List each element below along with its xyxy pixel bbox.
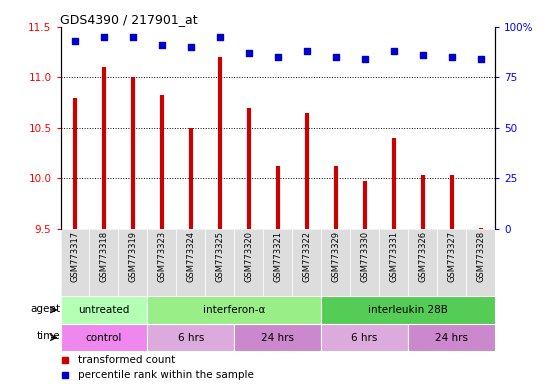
- Bar: [263, 229, 292, 296]
- Point: [186, 44, 195, 50]
- Bar: [292, 229, 321, 296]
- Bar: [60, 324, 147, 351]
- Text: GSM773321: GSM773321: [273, 231, 282, 282]
- Text: 24 hrs: 24 hrs: [261, 333, 294, 343]
- Bar: [60, 296, 147, 324]
- Text: percentile rank within the sample: percentile rank within the sample: [78, 370, 254, 380]
- Text: untreated: untreated: [78, 305, 130, 315]
- Point: [331, 54, 340, 60]
- Text: agent: agent: [30, 303, 60, 313]
- Bar: [118, 229, 147, 296]
- Text: transformed count: transformed count: [78, 356, 175, 366]
- Bar: [177, 229, 205, 296]
- Point: [389, 48, 398, 54]
- Bar: [205, 229, 234, 296]
- Point: [216, 34, 224, 40]
- Text: time: time: [37, 331, 60, 341]
- Text: GSM773320: GSM773320: [244, 231, 254, 282]
- Point: [157, 42, 166, 48]
- Bar: [408, 324, 495, 351]
- Text: GDS4390 / 217901_at: GDS4390 / 217901_at: [60, 13, 198, 26]
- Point: [100, 34, 108, 40]
- Point: [273, 54, 282, 60]
- Text: GSM773319: GSM773319: [128, 231, 138, 282]
- Point: [244, 50, 253, 56]
- Text: GSM773326: GSM773326: [418, 231, 427, 282]
- Text: 6 hrs: 6 hrs: [351, 333, 378, 343]
- Bar: [321, 296, 495, 324]
- Text: GSM773317: GSM773317: [70, 231, 80, 282]
- Bar: [466, 229, 495, 296]
- Bar: [147, 229, 177, 296]
- Point: [447, 54, 456, 60]
- Text: GSM773328: GSM773328: [476, 231, 485, 282]
- Point: [129, 34, 138, 40]
- Bar: [90, 229, 118, 296]
- Text: interleukin 28B: interleukin 28B: [368, 305, 448, 315]
- Point: [302, 48, 311, 54]
- Text: control: control: [86, 333, 122, 343]
- Bar: [60, 229, 90, 296]
- Bar: [321, 324, 408, 351]
- Text: GSM773330: GSM773330: [360, 231, 369, 282]
- Bar: [437, 229, 466, 296]
- Text: GSM773325: GSM773325: [215, 231, 224, 282]
- Bar: [408, 229, 437, 296]
- Bar: [147, 324, 234, 351]
- Text: GSM773331: GSM773331: [389, 231, 398, 282]
- Text: GSM773329: GSM773329: [331, 231, 340, 282]
- Bar: [321, 229, 350, 296]
- Bar: [147, 296, 321, 324]
- Text: GSM773323: GSM773323: [157, 231, 167, 282]
- Text: GSM773327: GSM773327: [447, 231, 456, 282]
- Text: 24 hrs: 24 hrs: [435, 333, 468, 343]
- Text: interferon-α: interferon-α: [203, 305, 266, 315]
- Text: GSM773324: GSM773324: [186, 231, 195, 282]
- Bar: [350, 229, 379, 296]
- Bar: [234, 324, 321, 351]
- Bar: [379, 229, 408, 296]
- Point: [70, 38, 79, 44]
- Point: [418, 52, 427, 58]
- Point: [360, 56, 369, 62]
- Text: GSM773322: GSM773322: [302, 231, 311, 282]
- Bar: [234, 229, 263, 296]
- Text: GSM773318: GSM773318: [100, 231, 108, 282]
- Text: 6 hrs: 6 hrs: [178, 333, 204, 343]
- Point: [476, 56, 485, 62]
